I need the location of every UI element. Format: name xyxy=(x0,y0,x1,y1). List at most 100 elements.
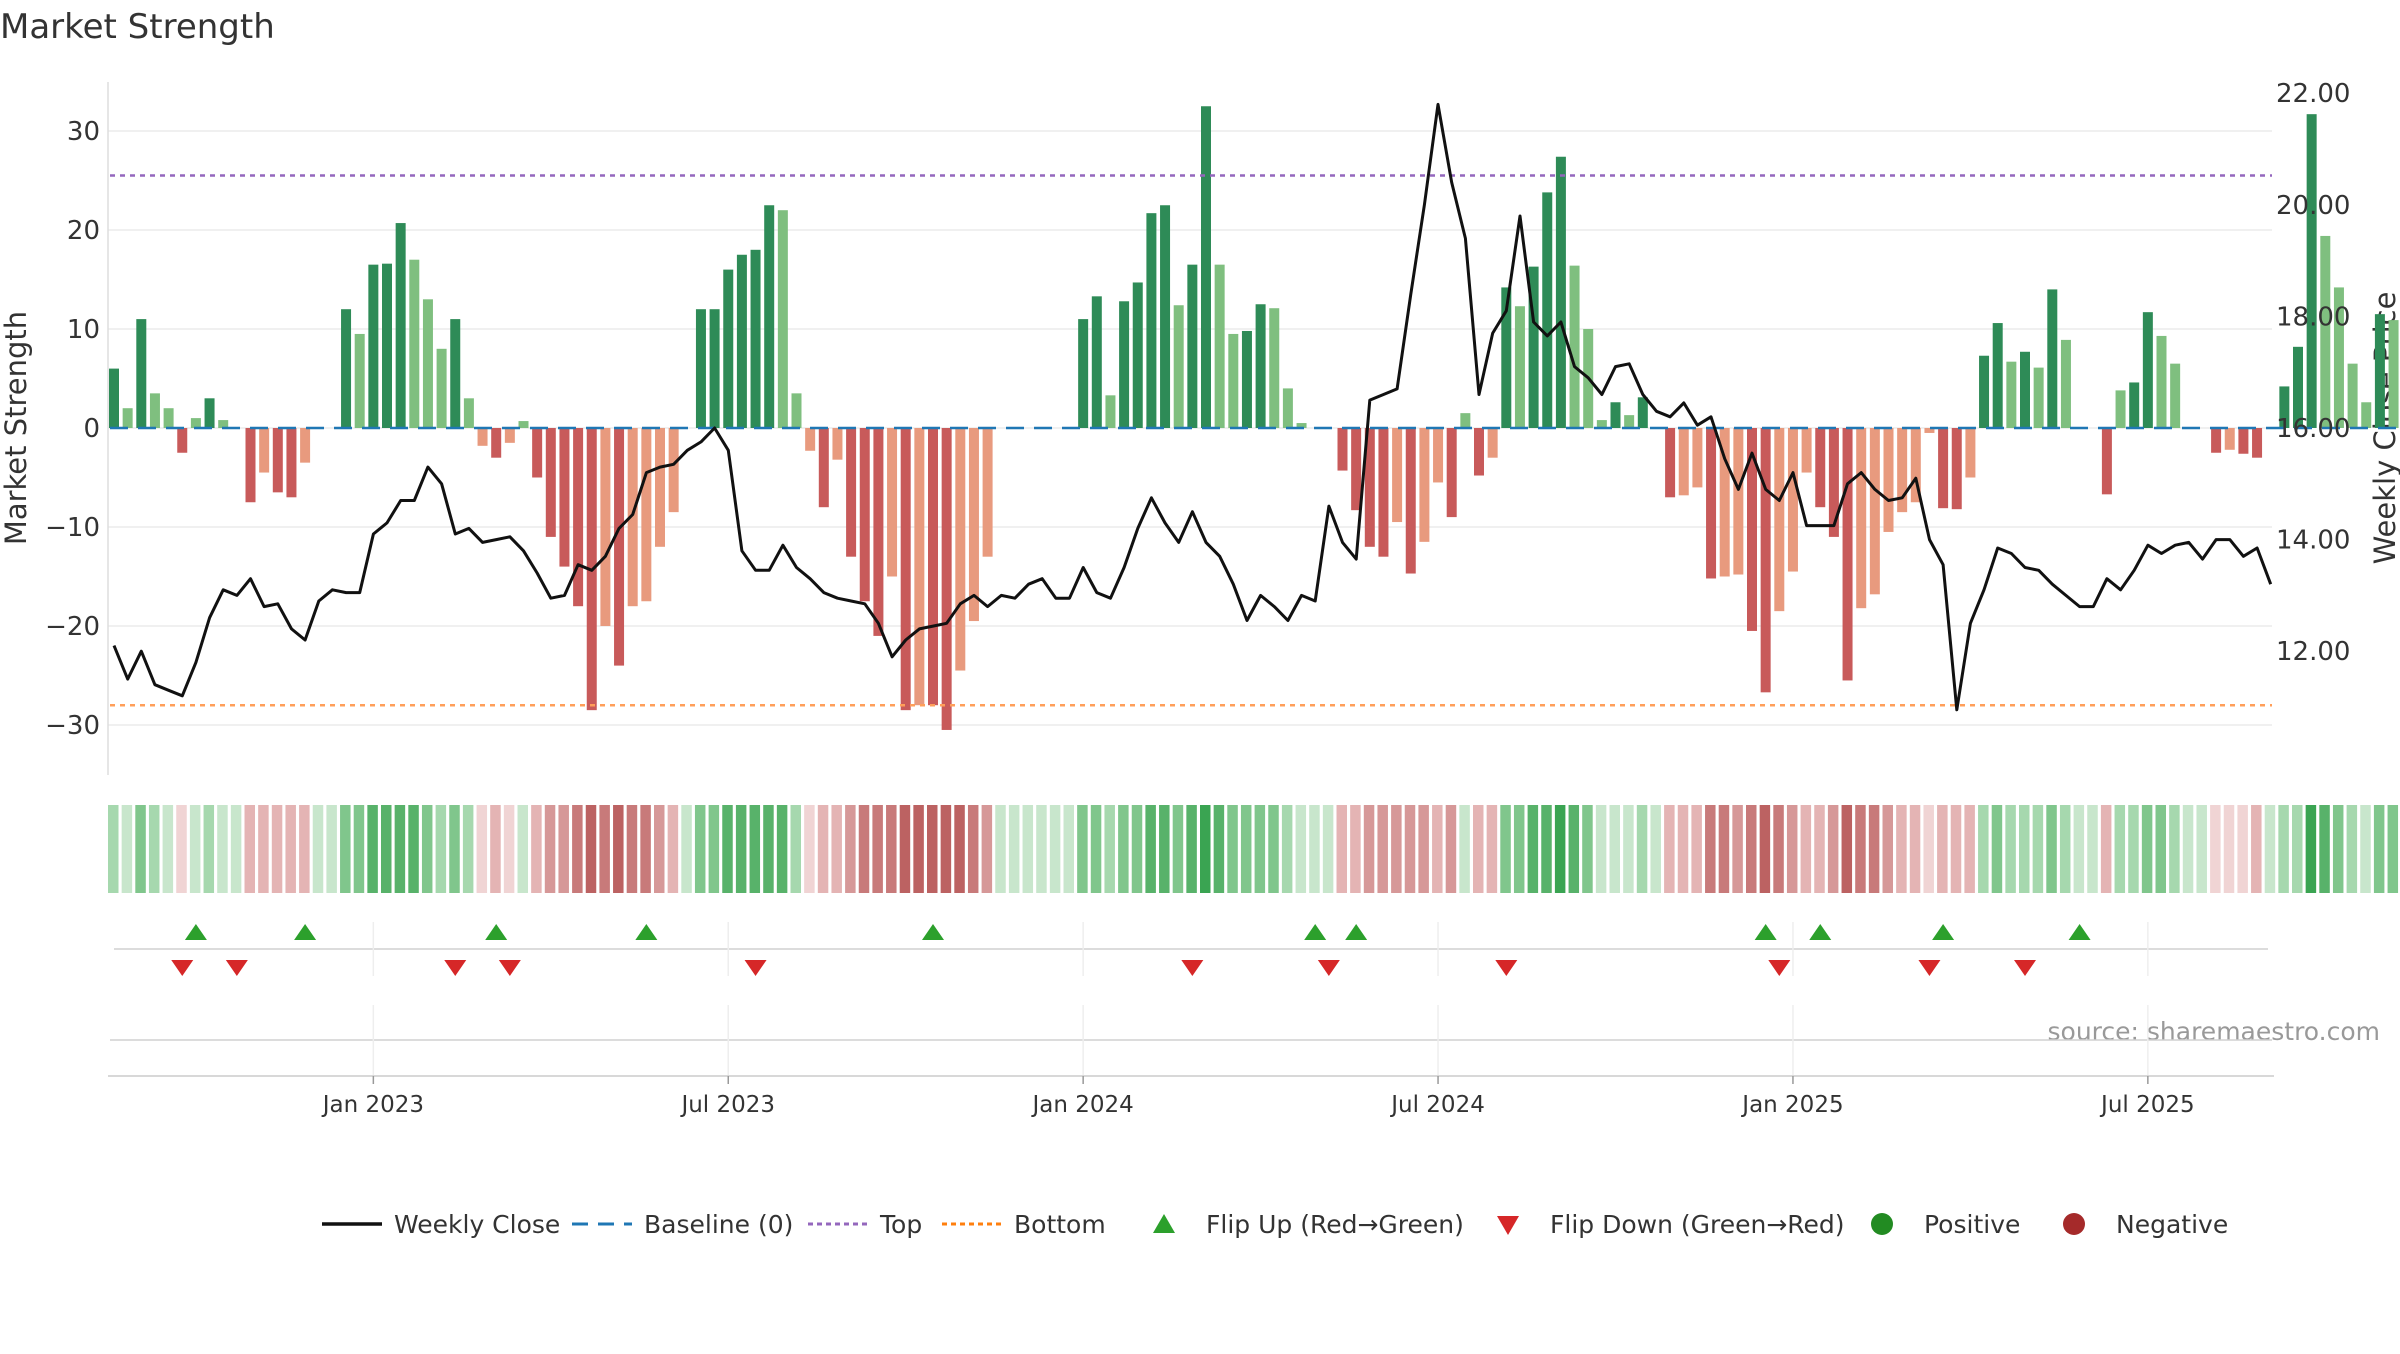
strength-bar xyxy=(1637,397,1648,428)
heat-cell xyxy=(1855,805,1866,893)
heat-cell xyxy=(1500,805,1511,893)
heat-cell xyxy=(1486,805,1498,893)
heat-cell xyxy=(1991,805,2003,893)
strength-bar xyxy=(1542,192,1553,428)
heat-cell xyxy=(681,805,692,893)
heat-cell xyxy=(381,805,392,893)
heat-cell xyxy=(2019,805,2030,893)
heat-cell xyxy=(2073,805,2085,893)
y-left-tick-label: −20 xyxy=(45,612,100,642)
strength-heat-strip xyxy=(108,805,2399,893)
strength-bar xyxy=(818,428,829,508)
strength-bar xyxy=(1856,428,1867,609)
strength-bar xyxy=(900,428,911,711)
strength-bar xyxy=(1105,395,1116,428)
heat-cell xyxy=(1786,805,1798,893)
flip-down-marker xyxy=(1317,960,1340,976)
heat-cell xyxy=(244,805,255,893)
chart-title: Market Strength xyxy=(0,7,275,47)
strength-bar xyxy=(2252,428,2263,458)
strength-bar xyxy=(1146,213,1157,428)
strength-bar xyxy=(1951,428,1962,510)
heat-cell xyxy=(2114,805,2126,893)
heat-cell xyxy=(299,805,310,893)
strength-bar xyxy=(1569,265,1580,428)
flip-down-marker xyxy=(1495,960,1518,976)
heat-cell xyxy=(749,805,761,893)
heat-cell xyxy=(517,805,528,893)
heat-cell xyxy=(2087,805,2098,893)
strength-bar xyxy=(1924,428,1935,433)
flip-down-marker xyxy=(2014,960,2036,976)
heat-cell xyxy=(1827,805,1839,893)
heat-cell xyxy=(667,805,679,893)
strength-bar xyxy=(1091,296,1102,428)
heat-cell xyxy=(2210,805,2221,893)
strength-bar xyxy=(354,333,365,428)
heat-cell xyxy=(1159,805,1170,893)
heat-cell xyxy=(1705,805,1716,893)
strength-bar xyxy=(1869,428,1880,595)
strength-bar xyxy=(1460,413,1471,428)
strength-bar xyxy=(491,428,502,458)
strength-bar xyxy=(450,319,461,428)
strength-bar xyxy=(709,309,720,428)
strength-bar xyxy=(2047,289,2058,428)
heat-cell xyxy=(2059,805,2071,893)
flip-down-marker xyxy=(744,960,767,976)
heat-cell xyxy=(217,805,228,893)
strength-bar xyxy=(1132,282,1143,428)
legend-swatch xyxy=(1497,1216,1519,1235)
strength-bar xyxy=(941,428,952,730)
heat-cell xyxy=(1186,805,1197,893)
heat-cell xyxy=(1363,805,1375,893)
strength-bar xyxy=(573,428,584,607)
heat-cell xyxy=(1432,805,1443,893)
heat-cell xyxy=(2182,805,2194,893)
heat-cell xyxy=(763,805,774,893)
y-left-axis-label: Market Strength xyxy=(0,311,33,545)
heat-cell xyxy=(2373,805,2385,893)
heat-cell xyxy=(271,805,283,893)
heat-cell xyxy=(967,805,979,893)
heat-cell xyxy=(913,805,924,893)
strength-bar xyxy=(1296,423,1307,428)
strength-bar xyxy=(532,428,543,478)
strength-bar xyxy=(805,428,816,451)
strength-bar xyxy=(1883,428,1894,532)
heat-cell xyxy=(1937,805,1948,893)
flip-up-marker xyxy=(485,924,508,940)
flip-up-marker xyxy=(1345,924,1368,940)
y-left-tick-label: 20 xyxy=(67,216,100,246)
heat-cell xyxy=(435,805,447,893)
source-text: source: sharemaestro.com xyxy=(2048,1017,2381,1046)
flip-up-marker xyxy=(1754,924,1777,940)
heat-cell xyxy=(995,805,1006,893)
heat-cell xyxy=(858,805,870,893)
legend-label: Negative xyxy=(2116,1210,2228,1239)
strength-bar xyxy=(2279,386,2290,428)
heat-cell xyxy=(421,805,433,893)
heat-cell xyxy=(1554,805,1566,893)
heat-cell xyxy=(1950,805,1962,893)
strength-bar xyxy=(463,398,474,428)
strength-bar xyxy=(2033,367,2044,428)
heat-cell xyxy=(1841,805,1853,893)
heat-cell xyxy=(490,805,501,893)
strength-bar xyxy=(1228,333,1239,428)
strength-bar xyxy=(1160,205,1171,428)
strength-bar xyxy=(1201,106,1211,428)
heat-cell xyxy=(2128,805,2139,893)
flip-down-marker xyxy=(171,960,194,976)
strength-bar xyxy=(436,348,447,428)
strength-bar xyxy=(859,428,870,602)
legend-label: Positive xyxy=(1924,1210,2020,1239)
strength-bar xyxy=(1692,428,1703,488)
heat-cell xyxy=(1759,805,1771,893)
flip-down-marker xyxy=(1918,960,1941,976)
heat-cell xyxy=(2032,805,2044,893)
heat-cell xyxy=(558,805,569,893)
legend: Weekly Close Baseline (0) Top Bottom Flip Up… xyxy=(322,1210,2228,1239)
flip-down-marker xyxy=(444,960,467,976)
heat-cell xyxy=(1650,805,1661,893)
